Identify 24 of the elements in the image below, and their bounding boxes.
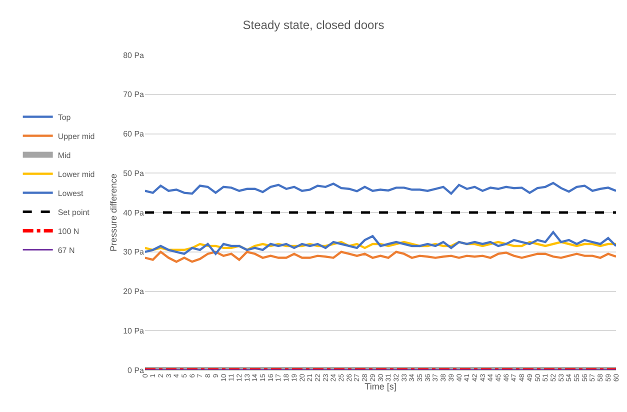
line-series <box>145 240 616 252</box>
y-tick-label: 60 Pa <box>123 130 145 139</box>
line-series <box>145 182 616 195</box>
y-tick-label: 10 Pa <box>123 326 145 336</box>
y-tick-label: 20 Pa <box>123 287 145 296</box>
y-tick-label: 70 Pa <box>123 90 145 100</box>
x-axis-title: Time [s] <box>364 382 396 392</box>
legend-label: Lower mid <box>58 170 95 179</box>
y-tick-label: 40 Pa <box>123 208 145 218</box>
chart-title: Steady state, closed doors <box>242 18 384 32</box>
legend-label: 67 N <box>58 246 75 255</box>
line-series <box>145 231 616 255</box>
legend-label: Set point <box>58 208 90 217</box>
legend-label: 100 N <box>58 226 80 236</box>
legend-label: Lowest <box>58 188 84 198</box>
y-tick-label: 30 Pa <box>123 248 145 257</box>
y-tick-label: 50 Pa <box>123 168 145 178</box>
legend-label: Top <box>58 112 72 122</box>
y-tick-label: 0 Pa <box>128 366 145 375</box>
y-axis-title: Pressure difference <box>108 174 118 252</box>
line-series <box>145 250 616 263</box>
legend-label: Mid <box>58 150 71 160</box>
legend-label: Upper mid <box>58 132 95 141</box>
y-tick-label: 80 Pa <box>123 50 145 60</box>
